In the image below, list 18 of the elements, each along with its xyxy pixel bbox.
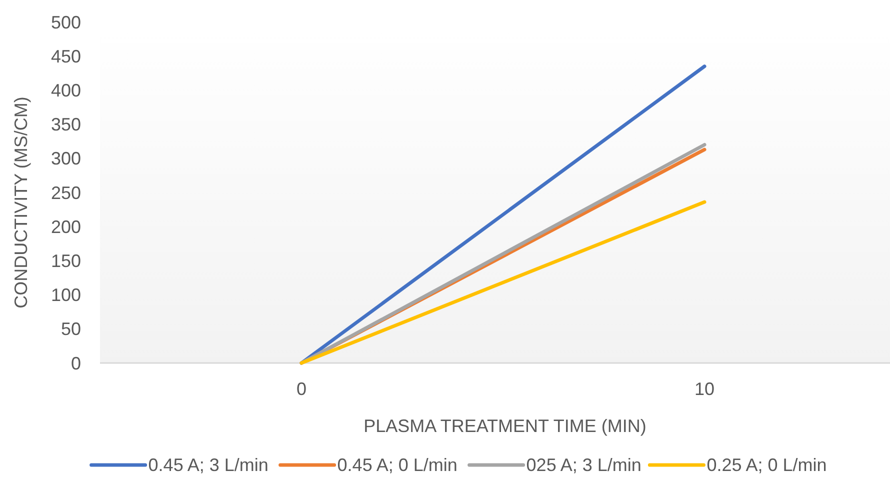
legend-label: 025 A; 3 L/min [526, 455, 642, 475]
legend-label: 0.25 A; 0 L/min [706, 455, 827, 475]
y-tick-label: 0 [70, 353, 81, 374]
y-axis-title: CONDUCTIVITY (MS/CM) [11, 96, 31, 308]
x-tick-label: 10 [694, 379, 715, 399]
legend-label: 0.45 A; 3 L/min [148, 455, 268, 475]
legend-label: 0.45 A; 0 L/min [337, 455, 458, 475]
y-tick-label: 50 [60, 319, 81, 340]
y-tick-label: 100 [50, 285, 81, 306]
x-axis-title: PLASMA TREATMENT TIME (MIN) [364, 416, 646, 436]
y-tick-label: 500 [50, 12, 81, 32]
y-tick-label: 300 [50, 148, 81, 169]
y-tick-label: 150 [50, 251, 81, 271]
y-tick-label: 400 [50, 80, 81, 100]
y-tick-label: 450 [50, 46, 81, 66]
y-tick-label: 350 [50, 114, 81, 135]
y-tick-label: 200 [50, 216, 81, 237]
y-tick-label: 250 [50, 182, 81, 203]
